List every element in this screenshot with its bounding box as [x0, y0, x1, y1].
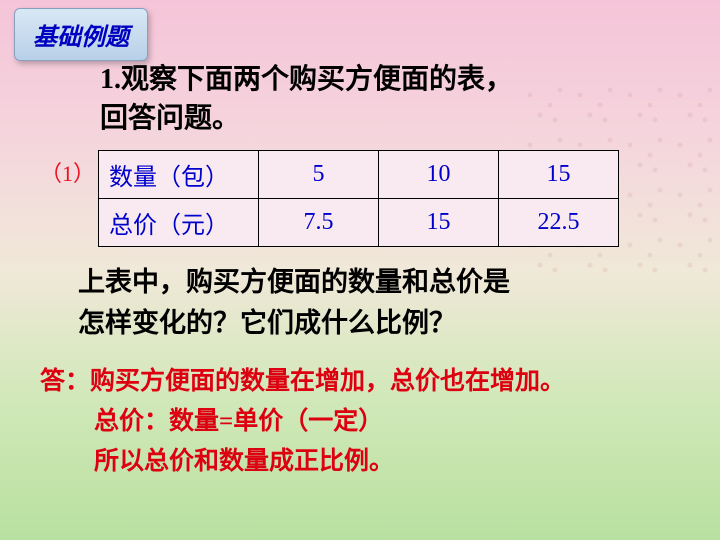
- table-row: 总价（元） 7.5 15 22.5: [99, 199, 619, 247]
- table-row: 数量（包） 5 10 15: [99, 151, 619, 199]
- answer-line-2: 总价：数量=单价（一定）: [40, 402, 565, 442]
- answer-prefix: 答：: [40, 368, 90, 395]
- question-title: 1.观察下面两个购买方便面的表， 回答问题。: [100, 60, 513, 138]
- answer-block: 答：购买方便面的数量在增加，总价也在增加。 总价：数量=单价（一定） 所以总价和…: [40, 362, 565, 482]
- item-number: （1）: [40, 156, 95, 188]
- badge-text: 基础例题: [33, 25, 129, 51]
- table-cell: 15: [379, 199, 499, 247]
- sub-line-1: 上表中，购买方便面的数量和总价是: [78, 262, 510, 303]
- answer-line-3: 所以总价和数量成正比例。: [40, 442, 565, 482]
- table-cell: 15: [499, 151, 619, 199]
- section-badge: 基础例题: [14, 8, 148, 61]
- sub-line-2: 怎样变化的？它们成什么比例？: [78, 303, 510, 344]
- row-header-quantity: 数量（包）: [99, 151, 259, 199]
- row-header-price: 总价（元）: [99, 199, 259, 247]
- answer-line-1: 答：购买方便面的数量在增加，总价也在增加。: [40, 362, 565, 402]
- table-cell: 22.5: [499, 199, 619, 247]
- title-line-1: 1.观察下面两个购买方便面的表，: [100, 60, 513, 99]
- table-cell: 10: [379, 151, 499, 199]
- data-table: 数量（包） 5 10 15 总价（元） 7.5 15 22.5: [98, 150, 619, 247]
- title-line-2: 回答问题。: [100, 99, 513, 138]
- answer-text-1: 购买方便面的数量在增加，总价也在增加。: [90, 368, 565, 395]
- sub-question: 上表中，购买方便面的数量和总价是 怎样变化的？它们成什么比例？: [78, 262, 510, 343]
- table-cell: 7.5: [259, 199, 379, 247]
- table-cell: 5: [259, 151, 379, 199]
